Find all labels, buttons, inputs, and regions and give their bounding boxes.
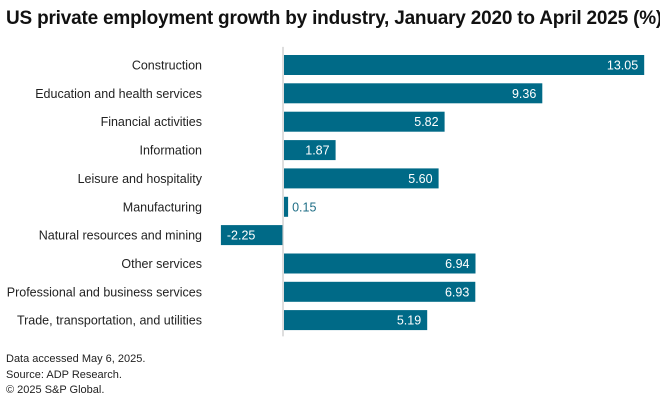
footer-data-accessed: Data accessed May 6, 2025. — [6, 353, 146, 365]
bar-information — [284, 140, 336, 161]
value-label: 6.94 — [445, 257, 469, 271]
category-label: Natural resources and mining — [39, 229, 202, 243]
category-label: Education and health services — [35, 87, 202, 101]
bar-manufacturing — [284, 196, 289, 217]
category-label: Information — [139, 144, 202, 158]
chart-footer: Data accessed May 6, 2025. Source: ADP R… — [6, 352, 145, 399]
category-label: Financial activities — [101, 115, 202, 129]
value-label: -2.25 — [227, 229, 256, 243]
value-label: 6.93 — [445, 285, 469, 299]
category-label: Other services — [121, 257, 202, 271]
bar-natural-resources-and-mining — [220, 225, 283, 246]
category-label: Professional and business services — [7, 285, 202, 299]
category-label: Leisure and hospitality — [78, 172, 203, 186]
value-label: 5.60 — [408, 172, 432, 186]
footer-copyright: © 2025 S&P Global. — [6, 384, 105, 396]
labels-layer: Construction 13.05 Education and health se… — [7, 59, 638, 328]
bar-education-and-health-services — [284, 83, 543, 104]
value-label: 5.19 — [397, 314, 421, 328]
category-label: Construction — [132, 59, 202, 73]
bar-other-services — [284, 253, 476, 274]
value-label: 0.15 — [292, 200, 316, 214]
bar-leisure-and-hospitality — [284, 168, 439, 189]
bars-layer — [220, 55, 645, 331]
value-label: 1.87 — [305, 144, 329, 158]
value-label: 5.82 — [414, 115, 438, 129]
chart-title: US private employment growth by industry… — [6, 8, 660, 29]
bar-professional-and-business-services — [284, 281, 476, 302]
bar-construction — [284, 55, 645, 75]
bar-trade-transportation-and-utilities — [284, 310, 428, 331]
value-label: 13.05 — [607, 59, 638, 73]
footer-source: Source: ADP Research. — [6, 368, 122, 381]
bar-financial-activities — [284, 111, 445, 132]
category-label: Manufacturing — [123, 200, 202, 214]
value-label: 9.36 — [512, 87, 536, 101]
category-label: Trade, transportation, and utilities — [17, 314, 202, 328]
